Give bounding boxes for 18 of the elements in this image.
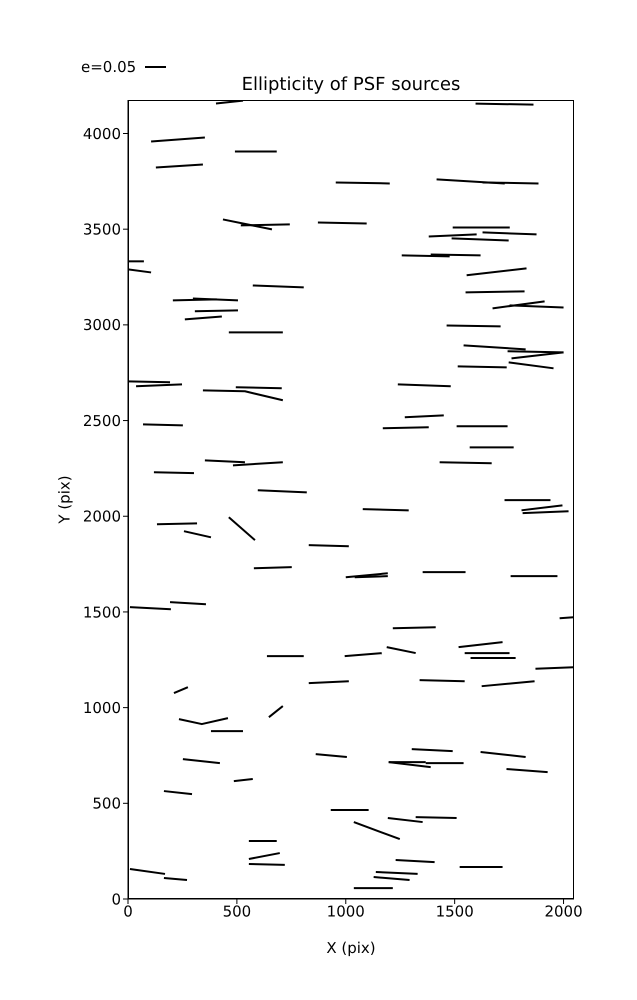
text: e=0.05 xyxy=(81,58,136,76)
y-tick-label: 0 xyxy=(111,890,121,908)
y-axis-title: Y (pix) xyxy=(55,475,74,525)
y-tick-label: 2500 xyxy=(82,412,121,430)
x-axis-title: X (pix) xyxy=(326,939,376,957)
y-tick-label: 3000 xyxy=(82,316,121,334)
y-tick-label: 4000 xyxy=(82,124,121,143)
x-tick-label: 1500 xyxy=(436,902,474,921)
y-tick-label: 500 xyxy=(92,794,121,813)
y-tick-label: 1000 xyxy=(82,698,121,717)
x-tick-label: 0 xyxy=(123,902,133,921)
x-tick-label: 1000 xyxy=(326,902,365,921)
y-tick-label: 2000 xyxy=(82,508,121,526)
y-tick-label: 1500 xyxy=(82,603,121,622)
x-tick-label: 500 xyxy=(222,902,252,921)
chart-title: Ellipticity of PSF sources xyxy=(242,74,460,95)
x-tick-label: 2000 xyxy=(544,902,583,921)
y-tick-label: 3500 xyxy=(82,220,121,239)
